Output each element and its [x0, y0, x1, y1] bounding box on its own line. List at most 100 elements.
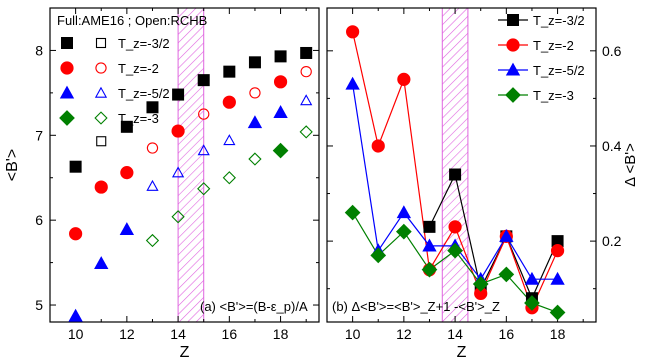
data-point-open [197, 182, 211, 196]
y-tick-label: 0.2 [602, 233, 622, 249]
legend-marker-full [59, 110, 75, 126]
data-point-open [248, 152, 262, 166]
legend-label: T_z=-3 [118, 111, 159, 126]
legend-marker-full [59, 85, 75, 99]
panel-annotation: (b) Δ<B'>=<B'>_Z+1 -<B'>_Z [332, 299, 500, 314]
y-tick-label: 7 [35, 127, 43, 143]
data-point [447, 242, 463, 259]
legend-marker-open [95, 62, 107, 74]
data-point [422, 238, 437, 252]
legend-marker-full [61, 37, 73, 49]
x-tick-label: 10 [68, 326, 84, 342]
data-point [273, 105, 288, 118]
data-point [273, 75, 288, 89]
y-axis-label: <B'> [4, 149, 21, 181]
data-point [344, 204, 361, 221]
data-point [222, 95, 236, 109]
data-point [94, 256, 109, 270]
data-point-open [173, 89, 184, 100]
legend-marker-open [94, 111, 108, 125]
data-point [421, 261, 438, 278]
legend-label: T_z=-3/2 [118, 36, 170, 51]
y-tick-label: 0.6 [602, 43, 622, 59]
data-point [68, 308, 83, 322]
panel-annotation: (a) <B'>=(B-ε_p)/A [200, 299, 308, 314]
y-tick-label: 0.4 [602, 138, 622, 154]
x-axis-label: Z [457, 344, 467, 361]
data-point [223, 65, 236, 78]
data-point-open [145, 233, 160, 248]
data-point [248, 56, 261, 69]
y-tick-label: 8 [35, 42, 43, 58]
shaded-band [441, 7, 469, 323]
data-point [274, 50, 287, 63]
data-point [472, 276, 489, 292]
data-point [524, 271, 540, 285]
source-note: Full:AME16 ; Open:RCHB [57, 13, 207, 28]
x-tick-label: 12 [396, 326, 412, 342]
data-point [498, 266, 515, 283]
data-point [524, 295, 540, 311]
panel-b: 10 12 14 16 18 0.2 0.4 0.6 Z Δ <B'> T_z=-3/2 T_z=-2… [326, 7, 639, 361]
data-point [499, 229, 514, 242]
data-point-open [197, 144, 210, 156]
x-tick-label: 16 [222, 326, 238, 342]
x-tick-label: 16 [499, 326, 515, 342]
legend-label: T_z=-2 [533, 38, 574, 53]
legend-marker-full [60, 61, 74, 75]
data-point [120, 120, 133, 133]
data-point-open [146, 179, 159, 191]
data-point [272, 142, 289, 159]
x-tick-label: 14 [170, 326, 186, 342]
data-point [396, 205, 412, 219]
data-point-open [171, 210, 185, 224]
data-point [549, 304, 566, 321]
data-point [550, 271, 565, 285]
shaded-band [177, 7, 205, 323]
data-point-open [147, 102, 158, 113]
legend-marker [505, 62, 521, 76]
legend-label: T_z=-5/2 [118, 86, 170, 101]
data-point [370, 247, 387, 264]
data-point [346, 25, 360, 39]
data-point [120, 166, 134, 180]
data-point [371, 139, 385, 153]
data-point [300, 46, 313, 59]
y-tick-label: 6 [35, 212, 43, 228]
data-point-open [222, 171, 236, 185]
data-point [247, 115, 263, 129]
data-point [423, 220, 436, 233]
data-point [397, 72, 411, 86]
data-point-open [248, 116, 262, 128]
legend-label: T_z=-2 [118, 61, 159, 76]
data-point-open [300, 94, 313, 106]
data-point-open [146, 142, 159, 154]
legend-label: T_z=-3/2 [533, 13, 585, 28]
legend-marker-open [95, 37, 107, 49]
data-point-open [198, 108, 210, 120]
x-tick-label: 12 [119, 326, 135, 342]
y-axis-label: Δ <B'> [622, 143, 639, 187]
data-point [171, 124, 185, 138]
panel-a: 10 12 14 16 18 5 6 7 8 Z <B'> Full:AME16 ; Open:RCH… [4, 7, 320, 361]
data-point-open [300, 65, 312, 78]
data-point [448, 220, 462, 234]
data-point [197, 74, 210, 87]
legend-label: T_z=-3 [533, 88, 574, 103]
y-tick-label: 5 [35, 297, 43, 313]
x-axis-label: Z [180, 344, 190, 361]
data-point-open [96, 136, 107, 147]
legend-marker [507, 14, 519, 26]
legend-marker-open [94, 86, 108, 98]
data-point-open [299, 125, 313, 139]
data-point [345, 76, 360, 90]
legend-marker [506, 38, 520, 52]
plot-frame [326, 7, 597, 323]
x-tick-label: 14 [447, 326, 463, 342]
data-point-open [198, 75, 209, 86]
data-point [146, 101, 159, 114]
data-point [396, 223, 412, 240]
x-tick-label: 18 [273, 326, 289, 342]
data-point-open [223, 134, 236, 146]
